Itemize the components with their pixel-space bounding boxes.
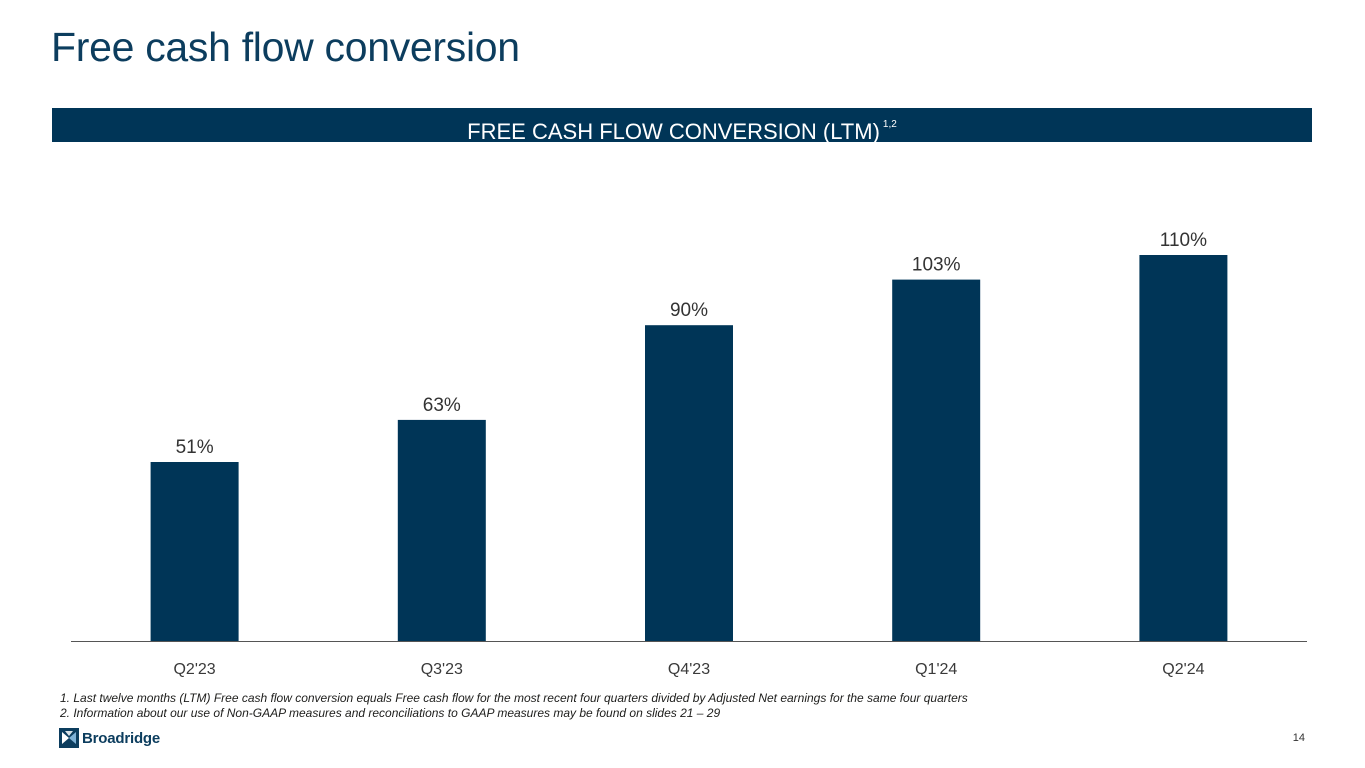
page-number: 14 [1292,732,1305,744]
bar-Q1'24 [892,279,981,641]
x-tick-label-Q3'23: Q3'23 [421,661,463,678]
footnote-2: 2. Information about our use of Non-GAAP… [60,706,721,720]
bar-Q4'23 [645,325,733,641]
broadridge-logo: Broadridge [59,727,160,749]
x-tick-labels-group: Q2'23 Q3'23 Q4'23 Q1'24 Q2'24 [173,661,1204,678]
data-labels-group: 51% 63% 90% 103% 110% [176,230,1208,458]
bar-Q3'23 [397,419,486,641]
x-tick-label-Q1'24: Q1'24 [915,661,957,678]
bars-group [150,255,1228,641]
data-label-Q4'23: 90% [670,300,708,321]
footnote-1: 1. Last twelve months (LTM) Free cash fl… [60,691,968,705]
bar-Q2'24 [1139,255,1228,641]
data-label-Q2'23: 51% [176,437,214,458]
data-label-Q1'24: 103% [912,255,961,276]
bar-Q2'23 [150,462,239,641]
x-tick-label-Q2'24: Q2'24 [1162,661,1204,678]
page-title: Free cash flow conversion [51,24,520,70]
data-label-Q2'24: 110% [1160,230,1207,251]
chart-title-footnote-ref: 1,2 [882,119,897,130]
x-tick-label-Q2'23: Q2'23 [173,661,215,678]
chart-title-banner: FREE CASH FLOW CONVERSION (LTM) 1,2 [52,108,1312,144]
logo-text: Broadridge [82,729,161,747]
data-label-Q3'23: 63% [423,395,461,416]
chart-title: FREE CASH FLOW CONVERSION (LTM) [467,119,880,144]
footnotes: 1. Last twelve months (LTM) Free cash fl… [60,691,968,721]
broadridge-logo-icon [59,728,79,748]
x-tick-label-Q4'23: Q4'23 [668,661,710,678]
